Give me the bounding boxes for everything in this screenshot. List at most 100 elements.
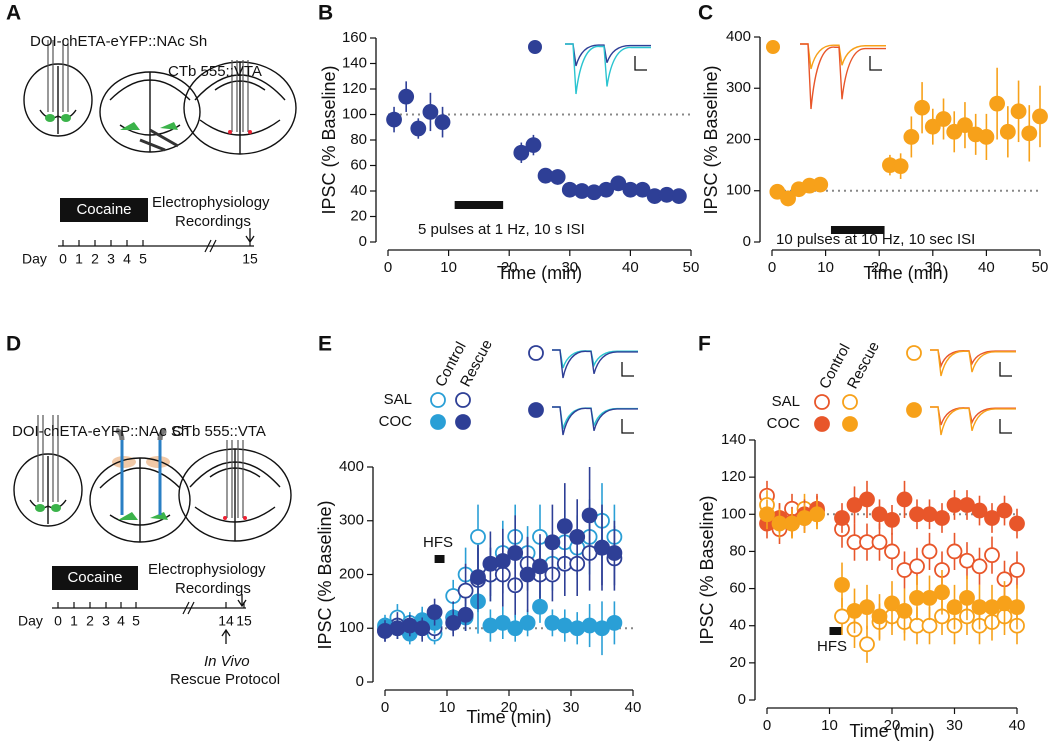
drug-label: Cocaine xyxy=(67,569,122,586)
data-point xyxy=(457,606,474,623)
endpoint-label: Electrophysiology xyxy=(148,561,266,578)
stimulation-bar xyxy=(830,226,885,234)
data-point xyxy=(544,534,561,551)
x-tick-label: 0 xyxy=(384,259,392,276)
data-point xyxy=(984,547,1000,564)
trace xyxy=(565,43,651,67)
stimulation-bar xyxy=(454,201,504,209)
arrow xyxy=(221,628,231,644)
data-point xyxy=(598,181,615,198)
drug-box xyxy=(60,198,148,222)
x-tick-label: 0 xyxy=(763,717,771,734)
trace xyxy=(930,406,1016,436)
legend-marker xyxy=(842,416,858,432)
data-point xyxy=(914,99,930,116)
data-point xyxy=(634,181,651,198)
data-point xyxy=(934,510,950,526)
legend-row: SAL xyxy=(384,391,412,408)
stimulation-bar xyxy=(434,555,445,563)
x-tick-label: 10 xyxy=(440,259,457,276)
data-point xyxy=(1009,515,1025,532)
x-tick-label: 50 xyxy=(683,259,700,276)
tracer-label: CTb 555::VTA xyxy=(168,63,262,80)
data-point xyxy=(1021,125,1038,142)
y-tick-label: 120 xyxy=(342,80,367,97)
day-number: 4 xyxy=(123,251,131,267)
stimulation-label: 10 pulses at 10 Hz, 10 sec ISI xyxy=(776,231,975,248)
y-tick-label: 20 xyxy=(729,654,746,671)
legend-marker xyxy=(430,392,446,408)
x-tick-label: 20 xyxy=(501,259,518,276)
data-point xyxy=(859,491,875,508)
data-point xyxy=(410,120,427,137)
y-tick-label: 20 xyxy=(350,207,367,224)
trace xyxy=(552,349,638,369)
legend-row: SAL xyxy=(772,393,800,410)
scale-bar xyxy=(621,419,634,434)
y-tick-label: 120 xyxy=(721,468,746,485)
data-point xyxy=(581,507,598,524)
x-tick-label: 10 xyxy=(439,699,456,716)
y-tick-label: 0 xyxy=(738,691,746,708)
data-point xyxy=(859,636,875,653)
stimulation-label: 5 pulses at 1 Hz, 10 s ISI xyxy=(418,221,585,238)
data-point xyxy=(999,123,1016,140)
virus-label: DOI-chETA-eYFP::NAc Sh xyxy=(12,423,189,440)
data-point xyxy=(457,582,474,599)
y-tick-label: 200 xyxy=(339,565,364,582)
data-point xyxy=(532,598,548,615)
y-axis-label: IPSC (% Baseline) xyxy=(697,495,717,644)
legend-marker xyxy=(430,414,446,430)
data-point xyxy=(470,569,486,586)
data-point xyxy=(934,584,950,601)
day-number: 5 xyxy=(132,613,140,629)
legend-marker xyxy=(766,40,780,54)
drug-label: Cocaine xyxy=(76,201,131,218)
y-tick-label: 300 xyxy=(339,512,364,529)
y-axis-label: IPSC (% Baseline) xyxy=(701,65,721,214)
trace xyxy=(800,43,886,110)
data-point xyxy=(670,188,687,205)
scale-bar xyxy=(621,362,634,377)
data-point xyxy=(859,599,875,616)
trace xyxy=(930,349,1016,377)
data-point xyxy=(507,545,524,561)
y-tick-label: 40 xyxy=(729,617,746,634)
x-axis-label: Time (min) xyxy=(466,707,551,727)
data-point xyxy=(921,543,938,560)
trace xyxy=(552,406,638,436)
data-point xyxy=(971,558,988,575)
x-axis-label: Time (min) xyxy=(863,263,948,283)
y-tick-label: 80 xyxy=(729,542,746,559)
y-tick-label: 400 xyxy=(726,28,751,45)
x-tick-label: 10 xyxy=(821,717,838,734)
stimulation-label: HFS xyxy=(817,638,847,655)
data-point xyxy=(924,118,941,135)
x-tick-label: 40 xyxy=(1009,717,1026,734)
arrow xyxy=(237,594,247,608)
legend-column: Rescue xyxy=(844,339,883,392)
data-point xyxy=(386,111,402,128)
data-point xyxy=(494,553,511,569)
legend-row: COC xyxy=(379,413,413,430)
data-point xyxy=(892,158,909,175)
endpoint-label: Recordings xyxy=(175,213,251,230)
tracer-label: CTb 555::VTA xyxy=(172,423,266,440)
data-point xyxy=(834,576,850,593)
y-tick-label: 400 xyxy=(339,458,364,475)
data-point xyxy=(569,528,586,545)
trace xyxy=(930,406,1016,426)
data-point xyxy=(809,506,825,523)
data-point xyxy=(909,558,925,575)
y-tick-label: 100 xyxy=(342,105,367,122)
endpoint-label: Electrophysiology xyxy=(152,194,270,211)
y-tick-label: 200 xyxy=(726,130,751,147)
scale-bar xyxy=(634,56,647,71)
data-point xyxy=(921,617,938,634)
y-tick-label: 100 xyxy=(339,619,364,636)
data-point xyxy=(971,502,988,519)
day-number: 0 xyxy=(59,251,67,267)
data-point xyxy=(525,137,542,154)
data-point xyxy=(422,104,439,120)
